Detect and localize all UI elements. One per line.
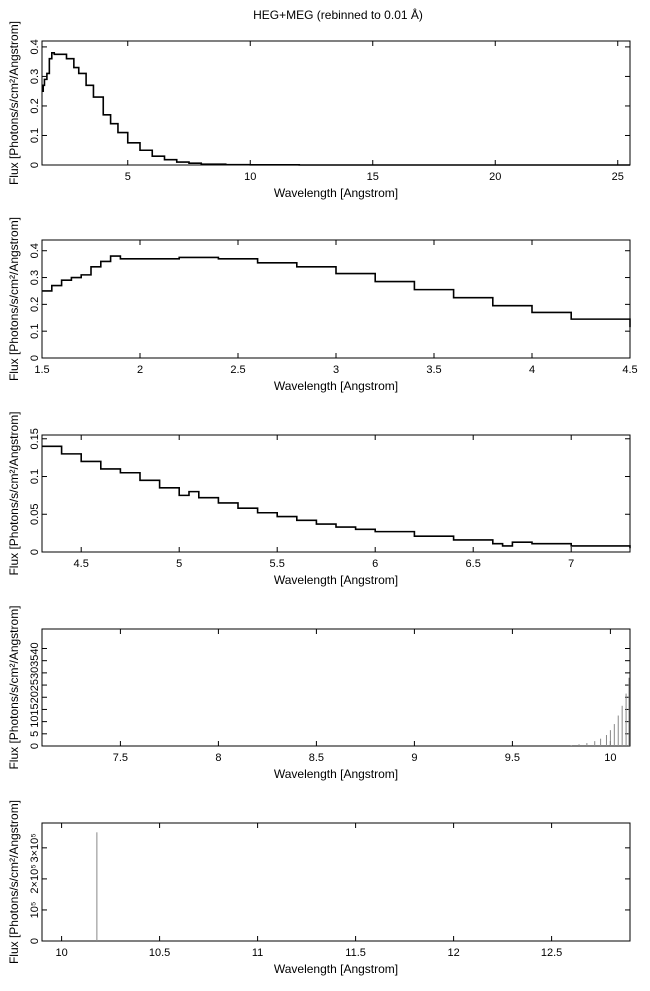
plot-frame-5 [41,822,631,942]
y-axis-label: Flux [Photons/s/cm²/Angstrom] [7,411,21,575]
y-tick-label: 0.1 [29,128,41,143]
y-tick-label: 40 [29,642,41,654]
y-axis-label: Flux [Photons/s/cm²/Angstrom] [7,605,21,769]
y-tick-label: 0 [29,938,41,944]
x-tick-label: 3 [333,364,339,376]
x-tick-label: 8.5 [309,752,324,764]
x-tick-label: 6 [372,558,378,570]
y-tick-label: 35 [29,655,41,667]
y-tick-label: 5 [29,731,41,737]
y-tick-label: 0 [29,549,41,555]
x-tick-label: 12 [447,947,459,959]
y-tick-label: 0.1 [29,469,41,484]
y-tick-label: 15 [29,703,41,715]
x-tick-label: 5 [125,171,131,183]
y-tick-label: 0.05 [29,504,41,525]
y-tick-label: 3×10⁵ [29,833,41,862]
x-tick-label: 10 [244,171,256,183]
x-tick-label: 8 [215,752,221,764]
y-axis-label: Flux [Photons/s/cm²/Angstrom] [7,21,21,185]
x-axis-label: Wavelength [Angstrom] [274,379,398,393]
flux-series-1 [42,445,631,549]
x-tick-label: 5.5 [270,558,285,570]
x-tick-label: 11.5 [345,947,366,959]
x-tick-label: 11 [252,947,263,959]
flux-series-1 [42,52,630,166]
y-tick-label: 0 [29,355,41,361]
x-axis-label: Wavelength [Angstrom] [274,573,398,587]
x-tick-label: 12.5 [541,947,562,959]
x-tick-label: 10.5 [149,947,170,959]
x-axis-label: Wavelength [Angstrom] [274,962,398,976]
x-tick-label: 25 [612,171,624,183]
y-tick-label: 2×10⁵ [29,864,41,893]
x-tick-label: 20 [489,171,501,183]
y-tick-label: 0.15 [29,428,41,449]
x-tick-label: 4 [529,364,535,376]
plot-frame-3 [41,434,631,553]
y-tick-label: 30 [29,667,41,679]
y-axis-label: Flux [Photons/s/cm²/Angstrom] [7,800,21,964]
x-tick-label: 10 [55,947,67,959]
x-tick-label: 4.5 [622,364,637,376]
y-tick-label: 0.2 [29,297,41,312]
y-tick-label: 0.4 [29,243,41,258]
y-tick-label: 0.3 [29,69,41,84]
x-tick-label: 10 [604,752,616,764]
y-tick-label: 0 [29,162,41,168]
x-tick-label: 9 [411,752,417,764]
x-axis-label: Wavelength [Angstrom] [274,186,398,200]
x-tick-label: 1.5 [34,364,49,376]
x-tick-label: 5 [176,558,182,570]
x-axis-label: Wavelength [Angstrom] [274,767,398,781]
x-tick-label: 9.5 [505,752,520,764]
y-tick-label: 0 [29,743,41,749]
x-tick-label: 7 [568,558,574,570]
x-tick-label: 7.5 [113,752,128,764]
figure-title: HEG+MEG (rebinned to 0.01 Å) [253,8,423,22]
plot-frame-1 [41,40,631,166]
x-tick-label: 2 [137,364,143,376]
y-tick-label: 25 [29,679,41,691]
y-tick-label: 10⁵ [29,902,41,919]
x-tick-label: 3.5 [426,364,441,376]
y-tick-label: 0.4 [29,39,41,54]
x-tick-label: 6.5 [466,558,481,570]
plot-frame-4 [41,628,631,747]
y-axis-label: Flux [Photons/s/cm²/Angstrom] [7,217,21,381]
y-tick-label: 0.1 [29,324,41,339]
y-tick-label: 10 [29,716,41,728]
y-tick-label: 20 [29,691,41,703]
y-tick-label: 0.3 [29,270,41,285]
flux-series-1 [42,255,631,328]
x-tick-label: 2.5 [230,364,245,376]
y-tick-label: 0.2 [29,98,41,113]
x-tick-label: 4.5 [74,558,89,570]
plot-frame-2 [41,239,631,359]
x-tick-label: 15 [367,171,379,183]
